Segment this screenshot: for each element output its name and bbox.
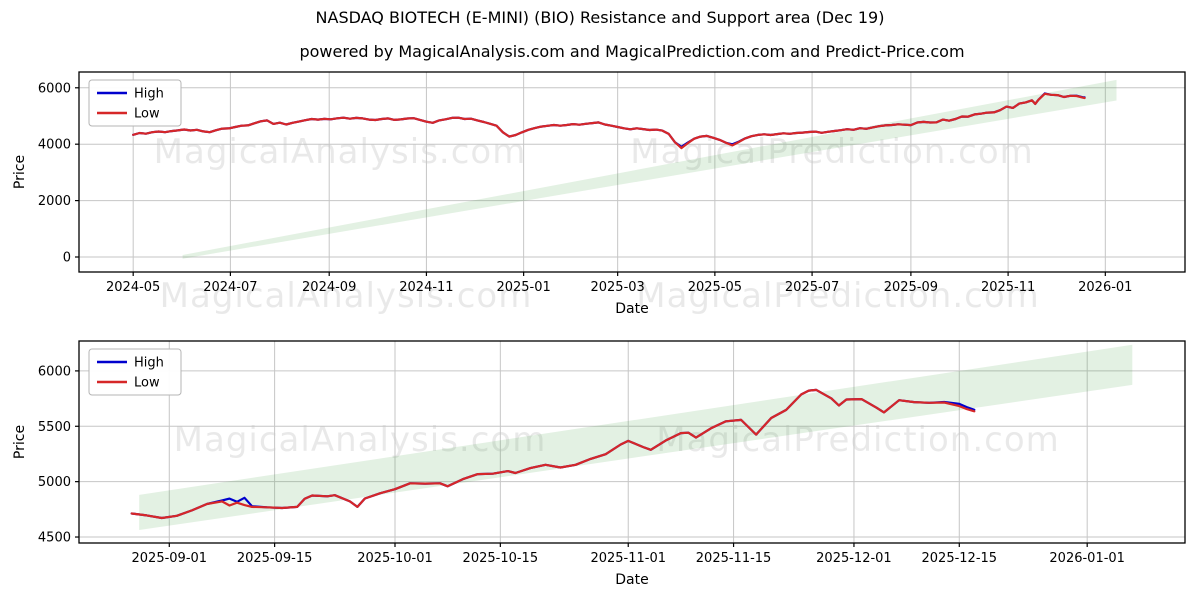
x-tick-label: 2024-11	[399, 280, 453, 295]
x-tick-label: 2025-03	[590, 280, 644, 295]
watermark-analysis-mid: MagicalAnalysis.com	[159, 276, 533, 316]
watermark-analysis-top: MagicalAnalysis.com	[153, 132, 527, 172]
x-tick-label: 2025-01	[496, 280, 550, 295]
x-tick-label: 2025-12-15	[922, 551, 998, 566]
legend-box	[88, 348, 182, 396]
legend: High Low	[88, 348, 182, 396]
legend: High Low	[88, 79, 182, 127]
watermark-prediction-mid: MagicalPrediction.com	[636, 276, 1040, 316]
x-tick-label: 2025-09-15	[237, 551, 313, 566]
x-tick-label: 2025-11	[981, 280, 1035, 295]
y-tick-label: 4500	[38, 531, 71, 546]
legend-low-label: Low	[134, 376, 160, 391]
y-axis-label: Price	[12, 425, 28, 459]
support-resistance-band	[139, 344, 1133, 530]
x-axis-label: Date	[615, 572, 648, 588]
x-tick-label: 2024-07	[203, 280, 257, 295]
x-tick-label: 2025-11-01	[590, 551, 666, 566]
low-line	[132, 92, 1086, 150]
y-tick-label: 5000	[38, 475, 71, 490]
x-tick-label: 2026-01-01	[1049, 551, 1125, 566]
support-resistance-band	[182, 79, 1117, 259]
x-tick-label: 2025-07	[785, 280, 839, 295]
x-tick-label: 2026-01	[1078, 280, 1132, 295]
chart-bottom: 2025-09-01 2025-09-15 2025-10-01 2025-10-15…	[12, 340, 1186, 588]
x-tick-label: 2024-09	[302, 280, 356, 295]
y-tick-label: 6000	[38, 81, 71, 96]
legend-high-label: High	[134, 356, 164, 371]
chart-top: 2024-05 2024-07 2024-09 2024-11 2025-01 2025-…	[12, 71, 1186, 317]
plot-border	[78, 71, 1186, 273]
y-tick-label: 5500	[38, 420, 71, 435]
plot-border	[78, 340, 1186, 544]
x-tick-label: 2025-09-01	[132, 551, 208, 566]
low-line	[130, 388, 976, 520]
y-tick-label: 4000	[38, 138, 71, 153]
x-tick-label: 2025-12-01	[816, 551, 892, 566]
x-tick-label: 2024-05	[106, 280, 160, 295]
x-tick-label: 2025-11-15	[696, 551, 772, 566]
x-tick-label: 2025-09	[884, 280, 938, 295]
y-tick-label: 2000	[38, 194, 71, 209]
legend-low-label: Low	[134, 107, 160, 122]
x-tick-label: 2025-10-01	[357, 551, 433, 566]
legend-box	[88, 79, 182, 127]
x-tick-label: 2025-05	[688, 280, 742, 295]
chart-subtitle: powered by MagicalAnalysis.com and Magic…	[299, 42, 965, 61]
y-tick-label: 0	[63, 250, 71, 265]
x-axis-label: Date	[615, 301, 648, 317]
y-axis-label: Price	[12, 155, 28, 189]
chart-title: NASDAQ BIOTECH (E-MINI) (BIO) Resistance…	[315, 8, 885, 27]
y-tick-label: 6000	[38, 364, 71, 379]
legend-high-label: High	[134, 87, 164, 102]
x-tick-label: 2025-10-15	[463, 551, 539, 566]
